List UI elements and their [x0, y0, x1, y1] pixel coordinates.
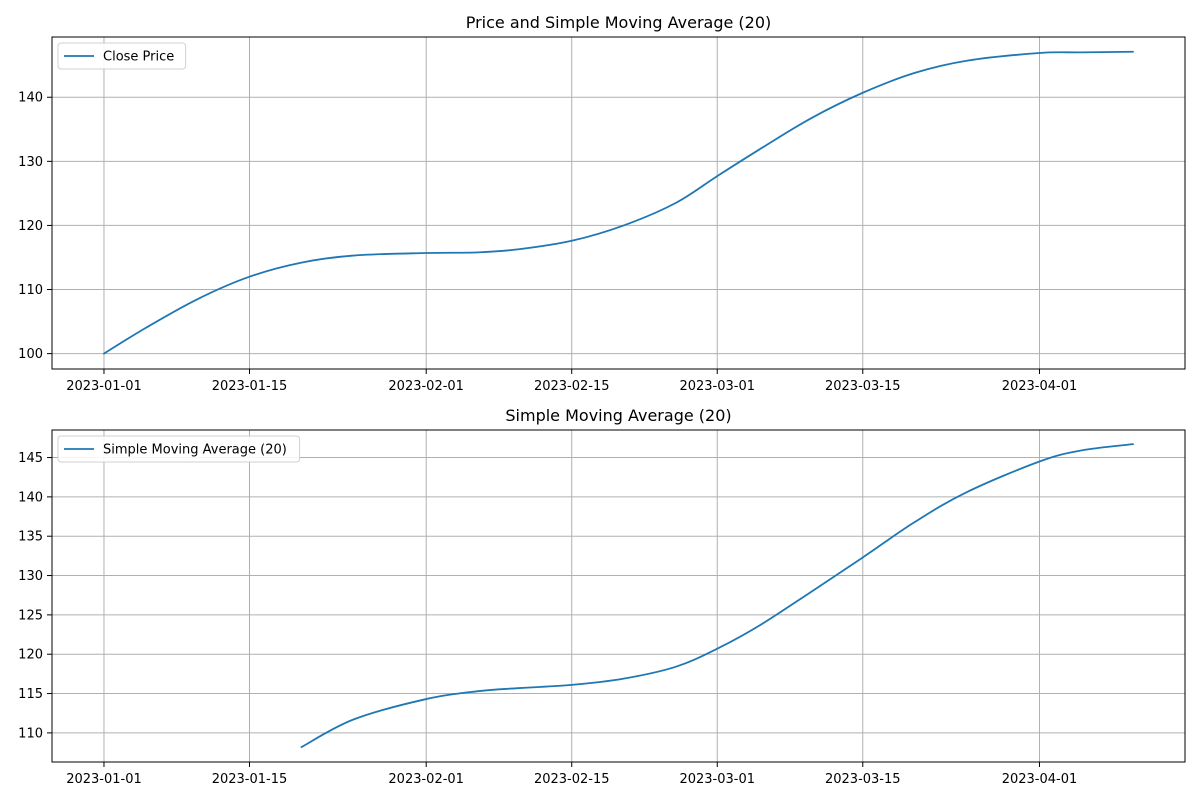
y-tick-label: 140 [18, 91, 43, 106]
series-line-1 [103, 50, 1134, 355]
x-tick-label: 2023-04-01 [1002, 772, 1078, 787]
x-tick-label: 2023-02-15 [534, 379, 610, 394]
x-tick-label: 2023-04-01 [1002, 379, 1078, 394]
axes-frame [51, 429, 1186, 763]
y-tick-label: 130 [18, 155, 43, 170]
x-tick-label: 2023-02-01 [388, 772, 464, 787]
y-tick-label: 115 [18, 687, 43, 702]
y-tick-label: 130 [18, 569, 43, 584]
x-tick-label: 2023-01-15 [212, 772, 288, 787]
legend-box [57, 435, 301, 463]
x-tick-label: 2023-03-15 [825, 772, 901, 787]
y-tick-label: 135 [18, 530, 43, 545]
chart-title: Price and Simple Moving Average (20) [466, 13, 772, 32]
x-tick-label: 2023-02-15 [534, 772, 610, 787]
subplot-2: 2023-01-01 2023-01-15 2023-02-01 2023-02-15… [18, 406, 1186, 787]
y-tick-label: 125 [18, 608, 43, 623]
chart-title: Simple Moving Average (20) [505, 406, 731, 425]
y-tick-label: 110 [18, 726, 43, 741]
x-tick-label: 2023-03-01 [679, 772, 755, 787]
y-tick-label: 120 [18, 219, 43, 234]
y-tick-label: 140 [18, 490, 43, 505]
axes-frame [51, 36, 1186, 370]
x-tick-label: 2023-03-01 [679, 379, 755, 394]
legend-box [57, 42, 187, 70]
x-tick-label: 2023-01-01 [66, 772, 142, 787]
y-tick-label: 120 [18, 648, 43, 663]
y-tick-label: 145 [18, 451, 43, 466]
legend: Close Price [57, 42, 187, 70]
subplot-1: 2023-01-01 2023-01-15 2023-02-01 2023-02-15… [18, 13, 1186, 394]
y-tick-label: 100 [18, 347, 43, 362]
x-tick-label: 2023-01-15 [212, 379, 288, 394]
legend-label: Simple Moving Average (20) [103, 443, 287, 458]
x-tick-label: 2023-01-01 [66, 379, 142, 394]
legend: Simple Moving Average (20) [57, 435, 301, 463]
legend-label: Close Price [103, 50, 174, 65]
x-tick-label: 2023-02-01 [388, 379, 464, 394]
series-line-1 [300, 443, 1134, 748]
y-tick-label: 110 [18, 283, 43, 298]
x-tick-label: 2023-03-15 [825, 379, 901, 394]
